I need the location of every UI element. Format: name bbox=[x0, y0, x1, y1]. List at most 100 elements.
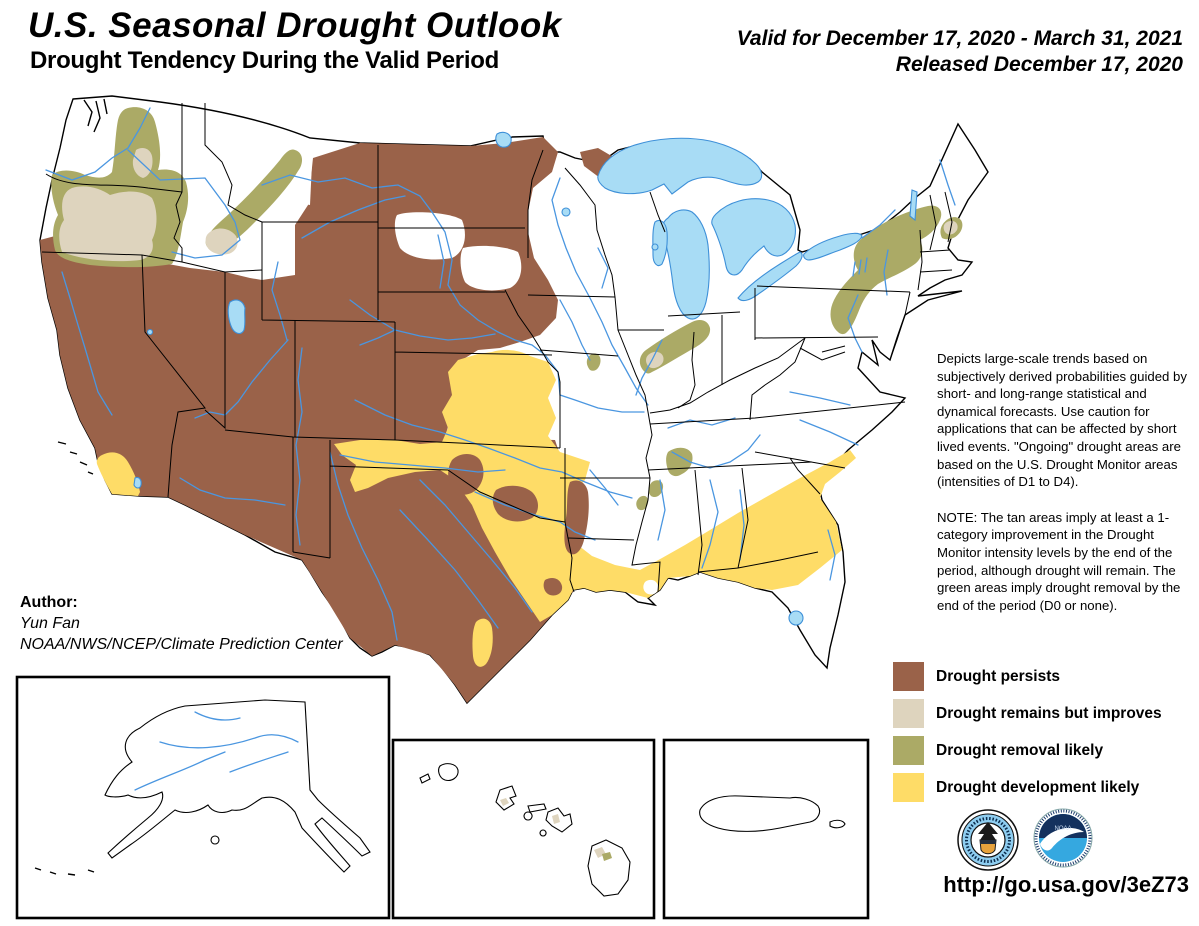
lanai-island bbox=[523, 811, 533, 821]
river-line bbox=[789, 391, 851, 406]
state-border-line bbox=[564, 167, 664, 331]
salton-sea bbox=[133, 476, 142, 489]
inset-puerto-rico bbox=[662, 738, 870, 920]
river-line bbox=[339, 454, 506, 473]
state-border-line bbox=[749, 337, 806, 421]
state-border-line bbox=[617, 329, 661, 593]
state-border-line bbox=[527, 149, 544, 258]
river-line bbox=[359, 329, 396, 346]
river-line bbox=[701, 479, 719, 569]
kauai-island bbox=[438, 763, 459, 781]
alaska-river bbox=[229, 751, 289, 773]
state-border-line bbox=[649, 191, 666, 233]
no-drought-hole-dakotas-east bbox=[460, 245, 522, 291]
valid-period-block: Valid for December 17, 2020 - March 31, … bbox=[737, 26, 1183, 78]
legend-swatch-improves bbox=[893, 699, 924, 728]
removal-newyork-band bbox=[830, 205, 942, 335]
river-line bbox=[559, 299, 591, 361]
rivers bbox=[45, 107, 956, 641]
page-title: U.S. Seasonal Drought Outlook bbox=[28, 6, 562, 45]
lake-of-the-woods bbox=[495, 131, 512, 148]
alaska-river bbox=[134, 751, 226, 791]
legend-label: Drought remains but improves bbox=[936, 704, 1162, 722]
kodiak-island bbox=[210, 835, 220, 845]
author-org: NOAA/NWS/NCEP/Climate Prediction Center bbox=[20, 636, 343, 653]
river-line bbox=[657, 479, 666, 541]
description-paragraph-1: Depicts large-scale trends based on subj… bbox=[937, 351, 1187, 490]
persists-texas-spot bbox=[435, 498, 448, 513]
oahu-improves-spot bbox=[500, 798, 509, 806]
region-drought-development bbox=[96, 349, 856, 667]
state-border-line bbox=[447, 469, 566, 523]
no-drought-hole-yellowstone bbox=[247, 222, 293, 275]
state-border-line bbox=[567, 537, 635, 541]
legend-item: Drought development likely bbox=[893, 769, 1162, 806]
mille-lacs-lake bbox=[561, 207, 571, 217]
doc-eagle-icon bbox=[978, 822, 998, 840]
no-drought-hole-dakotas-west bbox=[394, 212, 465, 260]
vieques-island bbox=[829, 819, 846, 829]
river-line bbox=[419, 479, 533, 613]
drought-persists-main bbox=[40, 137, 573, 703]
doc-seal-logo bbox=[957, 809, 1019, 871]
river-line bbox=[301, 195, 406, 239]
river-line bbox=[437, 234, 445, 289]
lake-huron bbox=[711, 198, 796, 276]
channel-islands bbox=[57, 441, 94, 475]
state-border-line bbox=[754, 285, 911, 340]
state-border-line bbox=[204, 272, 226, 430]
lake-superior bbox=[597, 137, 763, 195]
state-border-line bbox=[173, 103, 183, 262]
state-border-line bbox=[204, 103, 263, 223]
great-lakes bbox=[133, 131, 918, 626]
state-border-line bbox=[45, 173, 183, 193]
no-development-hole-louisiana bbox=[643, 579, 659, 595]
river-line bbox=[635, 339, 663, 396]
river-line bbox=[194, 339, 289, 419]
river-line bbox=[667, 417, 736, 429]
state-border-line bbox=[694, 467, 819, 576]
river-line bbox=[127, 149, 241, 259]
legend-label: Drought persists bbox=[936, 667, 1061, 685]
shortlink-url[interactable]: http://go.usa.gov/3eZ73 bbox=[943, 872, 1189, 897]
river-line bbox=[589, 469, 619, 506]
river-line bbox=[295, 347, 303, 546]
river-line bbox=[597, 247, 609, 289]
noaa-seagull-icon bbox=[1040, 828, 1084, 851]
legend-item: Drought remains but improves bbox=[893, 695, 1162, 732]
river-line bbox=[799, 419, 859, 446]
river-line bbox=[827, 529, 836, 581]
state-border-line bbox=[394, 322, 553, 440]
state-border-line bbox=[917, 191, 953, 291]
state-border-line bbox=[564, 448, 575, 593]
river-line bbox=[261, 174, 645, 413]
removal-iowa-spot bbox=[586, 353, 601, 371]
bigisland-removal-spot bbox=[602, 852, 612, 861]
river-line bbox=[329, 451, 398, 641]
legend-swatch-removal bbox=[893, 736, 924, 765]
state-border-line bbox=[647, 461, 813, 471]
page-subtitle: Drought Tendency During the Valid Period bbox=[30, 47, 499, 74]
description-paragraph-2: NOTE: The tan areas imply at least a 1-c… bbox=[937, 509, 1181, 613]
state-border-line bbox=[754, 451, 846, 495]
state-border-line bbox=[649, 337, 806, 414]
alaska-outline bbox=[104, 699, 371, 873]
persists-southeast-texas-spot bbox=[543, 578, 563, 596]
river-line bbox=[861, 209, 896, 239]
removal-mississippi-spot2 bbox=[648, 480, 664, 498]
legend-label: Drought removal likely bbox=[936, 741, 1104, 759]
legend: Drought persists Drought remains but imp… bbox=[893, 658, 1162, 806]
river-line bbox=[847, 294, 863, 353]
maui-improves-spot bbox=[552, 814, 560, 824]
lake-champlain bbox=[909, 189, 918, 222]
river-line bbox=[271, 261, 288, 341]
noaa-logo-text: NOAA bbox=[1054, 826, 1071, 832]
state-border-line bbox=[649, 401, 906, 425]
lake-ontario bbox=[803, 232, 863, 261]
lake-okeechobee bbox=[788, 610, 804, 626]
state-border-line bbox=[667, 311, 741, 385]
legend-label: Drought development likely bbox=[936, 778, 1140, 796]
river-line bbox=[349, 299, 496, 341]
river-line bbox=[61, 271, 113, 416]
